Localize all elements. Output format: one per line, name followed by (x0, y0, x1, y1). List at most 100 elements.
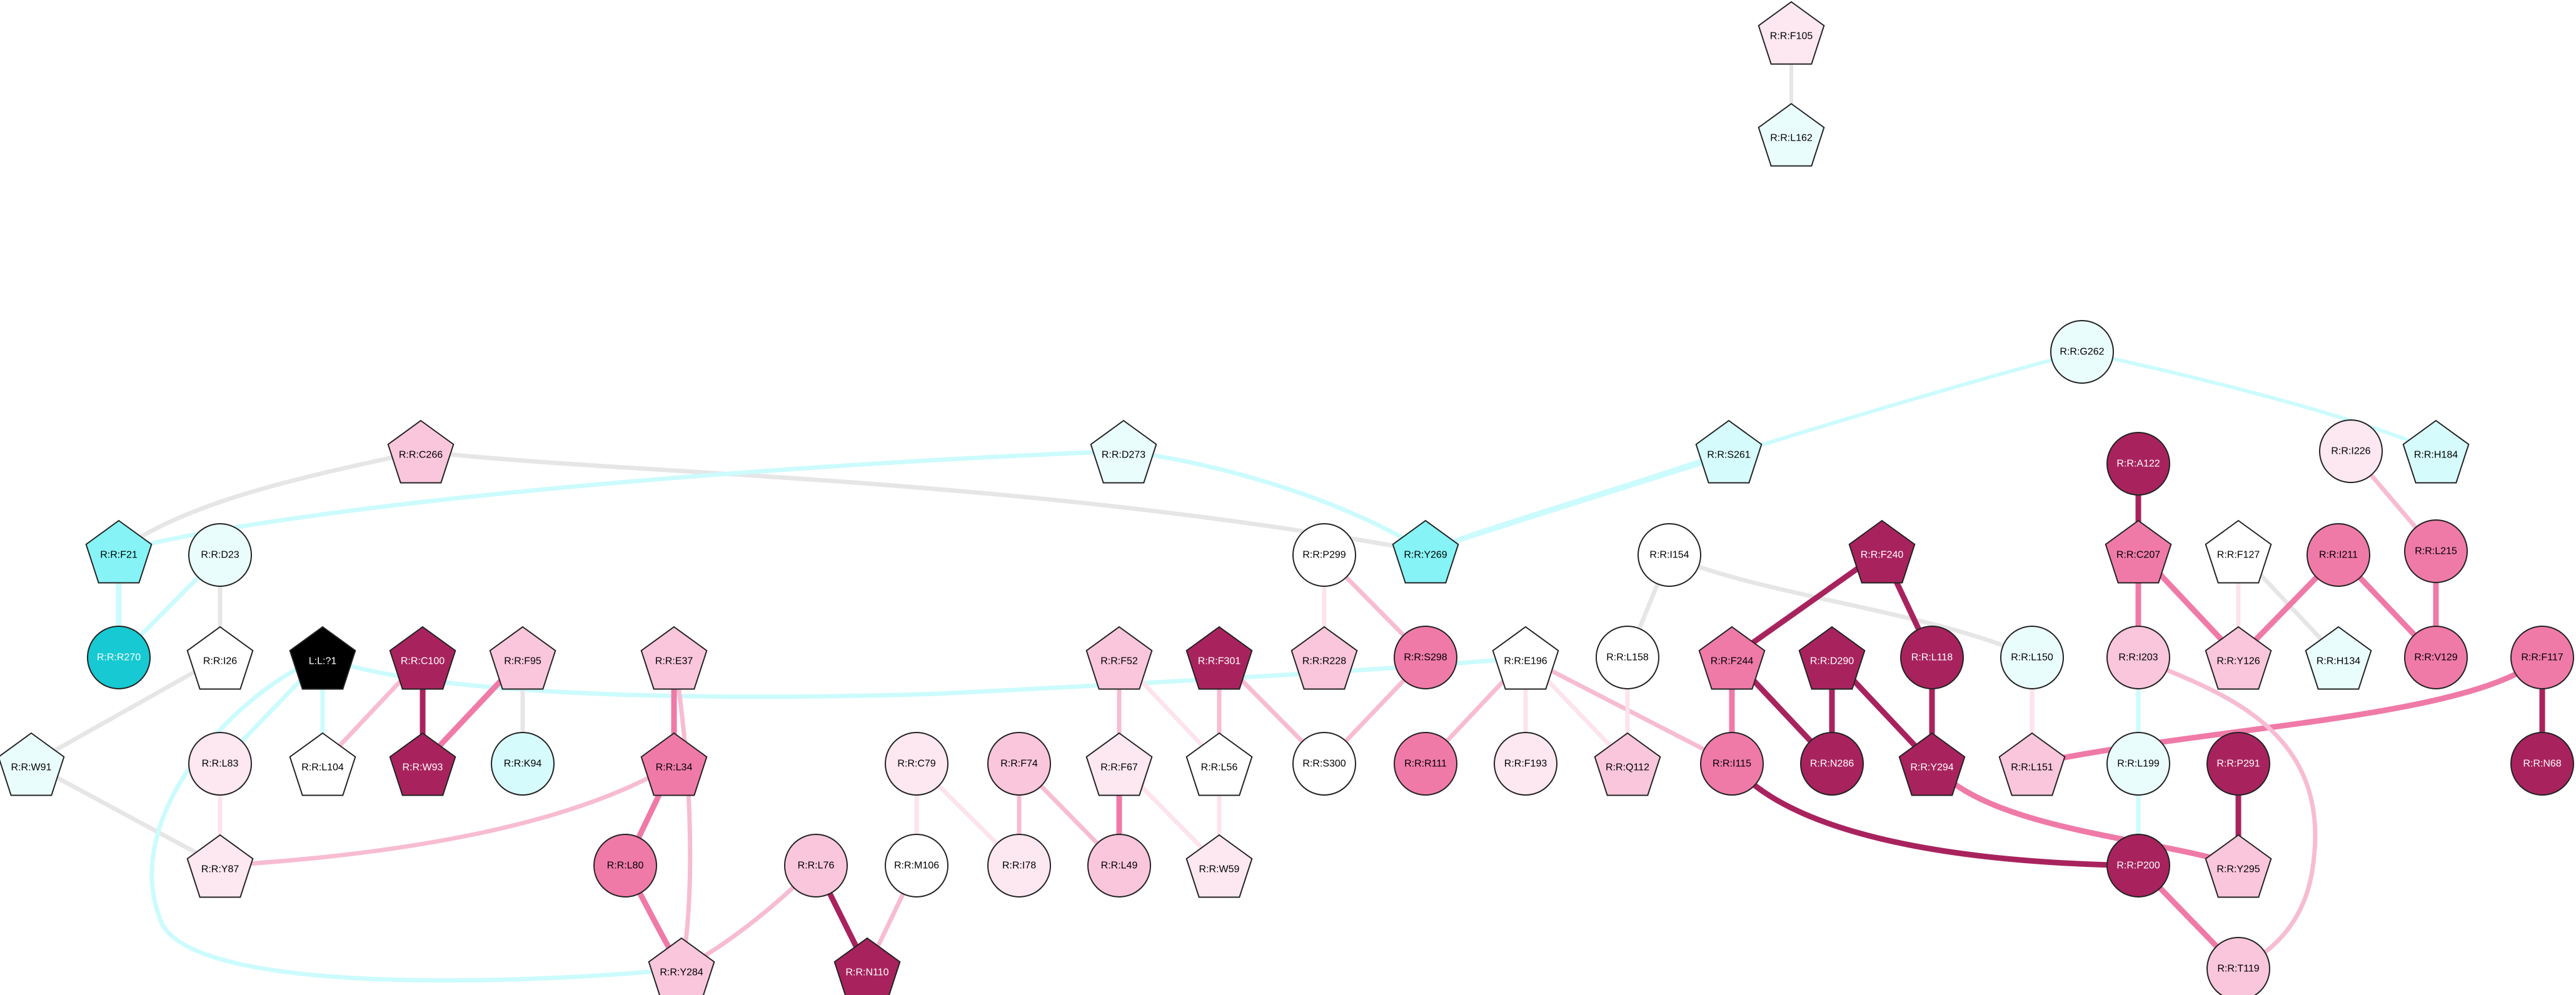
node-label: R:R:L34 (656, 762, 693, 773)
node-L76[interactable]: R:R:L76 (784, 834, 848, 898)
node-P291[interactable]: R:R:P291 (2206, 732, 2270, 796)
node-Lq1[interactable]: L:L:?1 (289, 626, 356, 690)
node-L118[interactable]: R:R:L118 (1900, 626, 1964, 689)
node-W59[interactable]: R:R:W59 (1185, 834, 1253, 898)
node-label: R:R:F244 (1711, 656, 1754, 667)
node-L83[interactable]: R:R:L83 (188, 732, 252, 796)
node-label: R:R:E37 (655, 656, 693, 667)
node-W93[interactable]: R:R:W93 (389, 732, 456, 796)
node-label: R:R:F240 (1861, 550, 1904, 561)
node-V129[interactable]: R:R:V129 (2404, 626, 2468, 689)
edge-I154-L150 (1667, 552, 2035, 660)
node-L151[interactable]: R:R:L151 (1998, 732, 2066, 796)
node-L34[interactable]: R:R:L34 (640, 732, 708, 796)
node-S298[interactable]: R:R:S298 (1394, 626, 1457, 689)
node-L56[interactable]: R:R:L56 (1185, 732, 1253, 796)
node-A122[interactable]: R:R:A122 (2106, 432, 2170, 496)
node-R270[interactable]: R:R:R270 (87, 626, 151, 689)
node-label: R:R:R270 (97, 652, 141, 663)
node-label: R:R:L215 (2415, 546, 2457, 557)
node-D290[interactable]: R:R:D290 (1798, 626, 1866, 690)
node-L199[interactable]: R:R:L199 (2106, 732, 2170, 796)
node-N68[interactable]: R:R:N68 (2510, 732, 2574, 796)
node-Y294[interactable]: R:R:Y294 (1898, 732, 1966, 796)
node-F67[interactable]: R:R:F67 (1085, 732, 1153, 796)
node-N110[interactable]: R:R:N110 (833, 937, 901, 995)
edge-W91-Y87 (29, 761, 223, 868)
edge-Y294-Y295 (1929, 761, 2241, 869)
node-F21[interactable]: R:R:F21 (85, 519, 153, 584)
node-S300[interactable]: R:R:S300 (1292, 732, 1356, 796)
node-L150[interactable]: R:R:L150 (2000, 626, 2064, 689)
node-C266[interactable]: R:R:C266 (387, 419, 455, 484)
node-label: R:R:H134 (2317, 656, 2360, 667)
node-label: R:R:N110 (845, 968, 888, 978)
node-L80[interactable]: R:R:L80 (593, 834, 657, 898)
node-shape (648, 937, 715, 995)
node-H134[interactable]: R:R:H134 (2305, 626, 2372, 690)
node-Y284[interactable]: R:R:Y284 (648, 937, 715, 995)
node-P299[interactable]: R:R:P299 (1292, 523, 1356, 587)
edge-I203-T119 (2136, 655, 2318, 971)
node-C207[interactable]: R:R:C207 (2105, 519, 2172, 584)
node-Y269[interactable]: R:R:Y269 (1392, 519, 1459, 584)
node-I211[interactable]: R:R:I211 (2307, 523, 2370, 587)
node-F117[interactable]: R:R:F117 (2510, 626, 2574, 689)
node-F95[interactable]: R:R:F95 (489, 626, 556, 690)
node-I154[interactable]: R:R:I154 (1638, 523, 1701, 587)
node-L49[interactable]: R:R:L49 (1087, 834, 1151, 898)
node-S261[interactable]: R:R:S261 (1695, 419, 1763, 484)
node-N286[interactable]: R:R:N286 (1800, 732, 1864, 796)
node-Y126[interactable]: R:R:Y126 (2205, 626, 2272, 690)
node-H184[interactable]: R:R:H184 (2402, 419, 2470, 484)
node-F127[interactable]: R:R:F127 (2205, 519, 2272, 584)
node-F52[interactable]: R:R:F52 (1085, 626, 1153, 690)
node-L158[interactable]: R:R:L158 (1596, 626, 1659, 689)
edge-I26-W91 (29, 655, 223, 766)
node-R228[interactable]: R:R:R228 (1291, 626, 1358, 690)
node-label: R:R:D273 (1102, 450, 1145, 461)
node-shape (389, 732, 456, 796)
node-E196[interactable]: R:R:E196 (1492, 626, 1559, 690)
node-D23[interactable]: R:R:D23 (188, 523, 252, 587)
node-F240[interactable]: R:R:F240 (1848, 519, 1916, 584)
node-Y87[interactable]: R:R:Y87 (186, 834, 254, 898)
node-R111[interactable]: R:R:R111 (1394, 732, 1457, 796)
node-P200[interactable]: R:R:P200 (2106, 834, 2170, 898)
node-W91[interactable]: R:R:W91 (0, 732, 65, 796)
node-I26[interactable]: R:R:I26 (186, 626, 254, 690)
node-I115[interactable]: R:R:I115 (1700, 732, 1764, 796)
node-shape (1695, 419, 1763, 484)
node-K94[interactable]: R:R:K94 (491, 732, 555, 796)
node-C100[interactable]: R:R:C100 (389, 626, 456, 690)
node-F105[interactable]: R:R:F105 (1758, 1, 1825, 65)
node-F74[interactable]: R:R:F74 (987, 732, 1051, 796)
node-shape (2319, 419, 2383, 483)
node-label: R:R:A122 (2116, 459, 2160, 469)
node-shape (2404, 626, 2468, 689)
node-label: R:R:I154 (1649, 550, 1689, 561)
node-Y295[interactable]: R:R:Y295 (2205, 834, 2272, 898)
node-F244[interactable]: R:R:F244 (1698, 626, 1766, 690)
node-F193[interactable]: R:R:F193 (1494, 732, 1557, 796)
node-shape (1494, 732, 1557, 796)
node-I203[interactable]: R:R:I203 (2106, 626, 2170, 689)
node-L104[interactable]: R:R:L104 (289, 732, 356, 796)
node-I226[interactable]: R:R:I226 (2319, 419, 2383, 483)
node-shape (87, 626, 151, 689)
node-E37[interactable]: R:R:E37 (640, 626, 708, 690)
node-shape (1758, 1, 1825, 65)
node-M106[interactable]: R:R:M106 (885, 834, 948, 898)
node-I78[interactable]: R:R:I78 (987, 834, 1051, 898)
node-Q112[interactable]: R:R:Q112 (1594, 732, 1661, 796)
node-T119[interactable]: R:R:T119 (2206, 937, 2270, 995)
node-F301[interactable]: R:R:F301 (1185, 626, 1253, 690)
node-shape (1594, 732, 1661, 796)
node-D273[interactable]: R:R:D273 (1090, 419, 1157, 484)
node-G262[interactable]: R:R:G262 (2050, 320, 2114, 384)
node-shape (1090, 419, 1157, 484)
node-shape (2106, 432, 2170, 496)
node-L215[interactable]: R:R:L215 (2404, 519, 2468, 583)
node-C79[interactable]: R:R:C79 (885, 732, 948, 796)
node-L162[interactable]: R:R:L162 (1758, 102, 1825, 167)
